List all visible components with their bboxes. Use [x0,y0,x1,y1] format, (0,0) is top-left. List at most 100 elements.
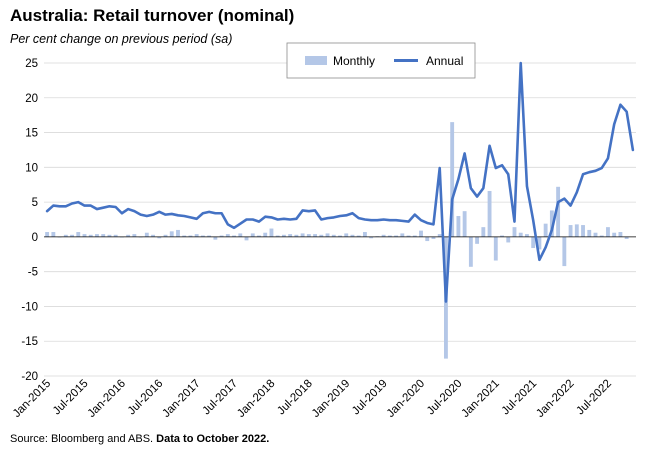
x-tick-label: Jan-2015 [11,378,53,420]
monthly-bar [250,233,255,237]
legend-monthly-swatch [305,56,327,65]
x-tick-label: Jan-2019 [310,378,352,420]
monthly-bar [306,234,311,237]
monthly-bar [543,223,548,237]
monthly-bar [257,235,261,237]
monthly-bar [450,122,455,237]
monthly-bar [132,234,137,237]
monthly-bar [400,233,405,237]
monthly-bar [45,232,50,237]
monthly-bar [325,233,330,237]
y-tick-label: -20 [21,371,38,383]
y-tick-label: -15 [21,336,38,348]
monthly-bar [182,235,187,237]
monthly-bar [219,235,224,237]
chart-title: Australia: Retail turnover (nominal) [10,6,295,25]
monthly-bar [126,234,131,237]
y-tick-label: 25 [25,58,38,70]
y-tick-label: 10 [25,162,38,174]
monthly-bar [338,235,342,237]
monthly-bar [288,234,293,237]
gridlines [44,62,636,377]
x-tick-label: Jul-2022 [574,378,614,418]
data-to-note: Data to October 2022. [156,433,270,445]
monthly-bar [263,232,268,237]
monthly-bar [300,233,305,237]
monthly-bar [381,234,386,237]
monthly-bar [213,236,218,240]
monthly-bar [549,210,554,237]
monthly-bar [169,231,174,237]
monthly-bar [506,236,511,243]
source-note: Source: Bloomberg and ABS. Data to Octob… [10,433,269,445]
monthly-bar [568,225,573,237]
x-axis-ticks: Jan-2015Jul-2015Jan-2016Jul-2016Jan-2017… [11,378,614,420]
annual-line-series [45,61,635,303]
monthly-bar [556,186,561,237]
monthly-bar [331,234,336,237]
y-tick-label: -5 [28,267,38,279]
monthly-bar [269,228,274,237]
monthly-bar [412,235,417,237]
monthly-bar [157,236,162,239]
monthly-bar [176,229,180,237]
monthly-bar [319,234,324,237]
y-axis-ticks: -20 -15 -10 -5 0 5 10 15 20 25 [21,58,38,383]
x-tick-label: Jan-2021 [460,378,502,420]
monthly-bar [624,236,629,239]
monthly-bar [425,236,430,242]
monthly-bar [493,236,498,261]
legend-monthly-label: Monthly [333,54,375,68]
monthly-bar [51,232,56,237]
monthly-bar [462,211,467,237]
monthly-bar [587,229,592,237]
monthly-bar [487,190,492,237]
monthly-bar [275,235,280,237]
monthly-bar [618,232,623,237]
y-tick-label: -10 [21,301,38,313]
monthly-bar [537,236,542,250]
x-tick-label: Jan-2020 [385,378,427,420]
monthly-bar [468,236,473,267]
monthly-bar [431,236,436,239]
legend: Monthly Annual [286,42,476,79]
annual-line [45,61,635,303]
monthly-bar [63,234,68,237]
x-tick-label: Jan-2022 [534,378,576,420]
monthly-bar [406,235,411,237]
legend-annual-label: Annual [426,54,463,68]
monthly-bar [200,235,205,237]
monthly-bar [350,234,355,237]
monthly-bar [599,235,604,237]
monthly-bar [456,216,461,237]
y-tick-label: 20 [25,93,38,105]
y-tick-label: 5 [32,197,38,209]
monthly-bar [481,227,486,237]
monthly-bar [294,234,299,237]
monthly-bar [581,225,585,237]
monthly-bar [500,235,504,237]
x-tick-label: Jan-2016 [86,378,128,420]
monthly-bar [437,234,442,237]
monthly-bar [593,232,598,237]
monthly-bar [238,233,243,237]
monthly-bar [369,236,374,239]
monthly-bar [76,232,81,237]
monthly-bar [232,235,236,237]
monthly-bar [163,234,168,237]
monthly-bar [344,233,349,237]
x-tick-label: Jan-2017 [160,378,202,420]
monthly-bar [574,224,579,237]
monthly-bar [512,227,517,237]
monthly-bar [194,234,199,237]
monthly-bar [387,235,392,237]
monthly-bar [70,234,74,237]
monthly-bar [107,234,112,237]
monthly-bar [188,235,193,237]
monthly-bar [356,235,361,237]
monthly-bar [518,232,523,237]
monthly-bar [531,236,536,249]
monthly-bar [82,234,87,237]
monthly-bar [244,236,249,241]
